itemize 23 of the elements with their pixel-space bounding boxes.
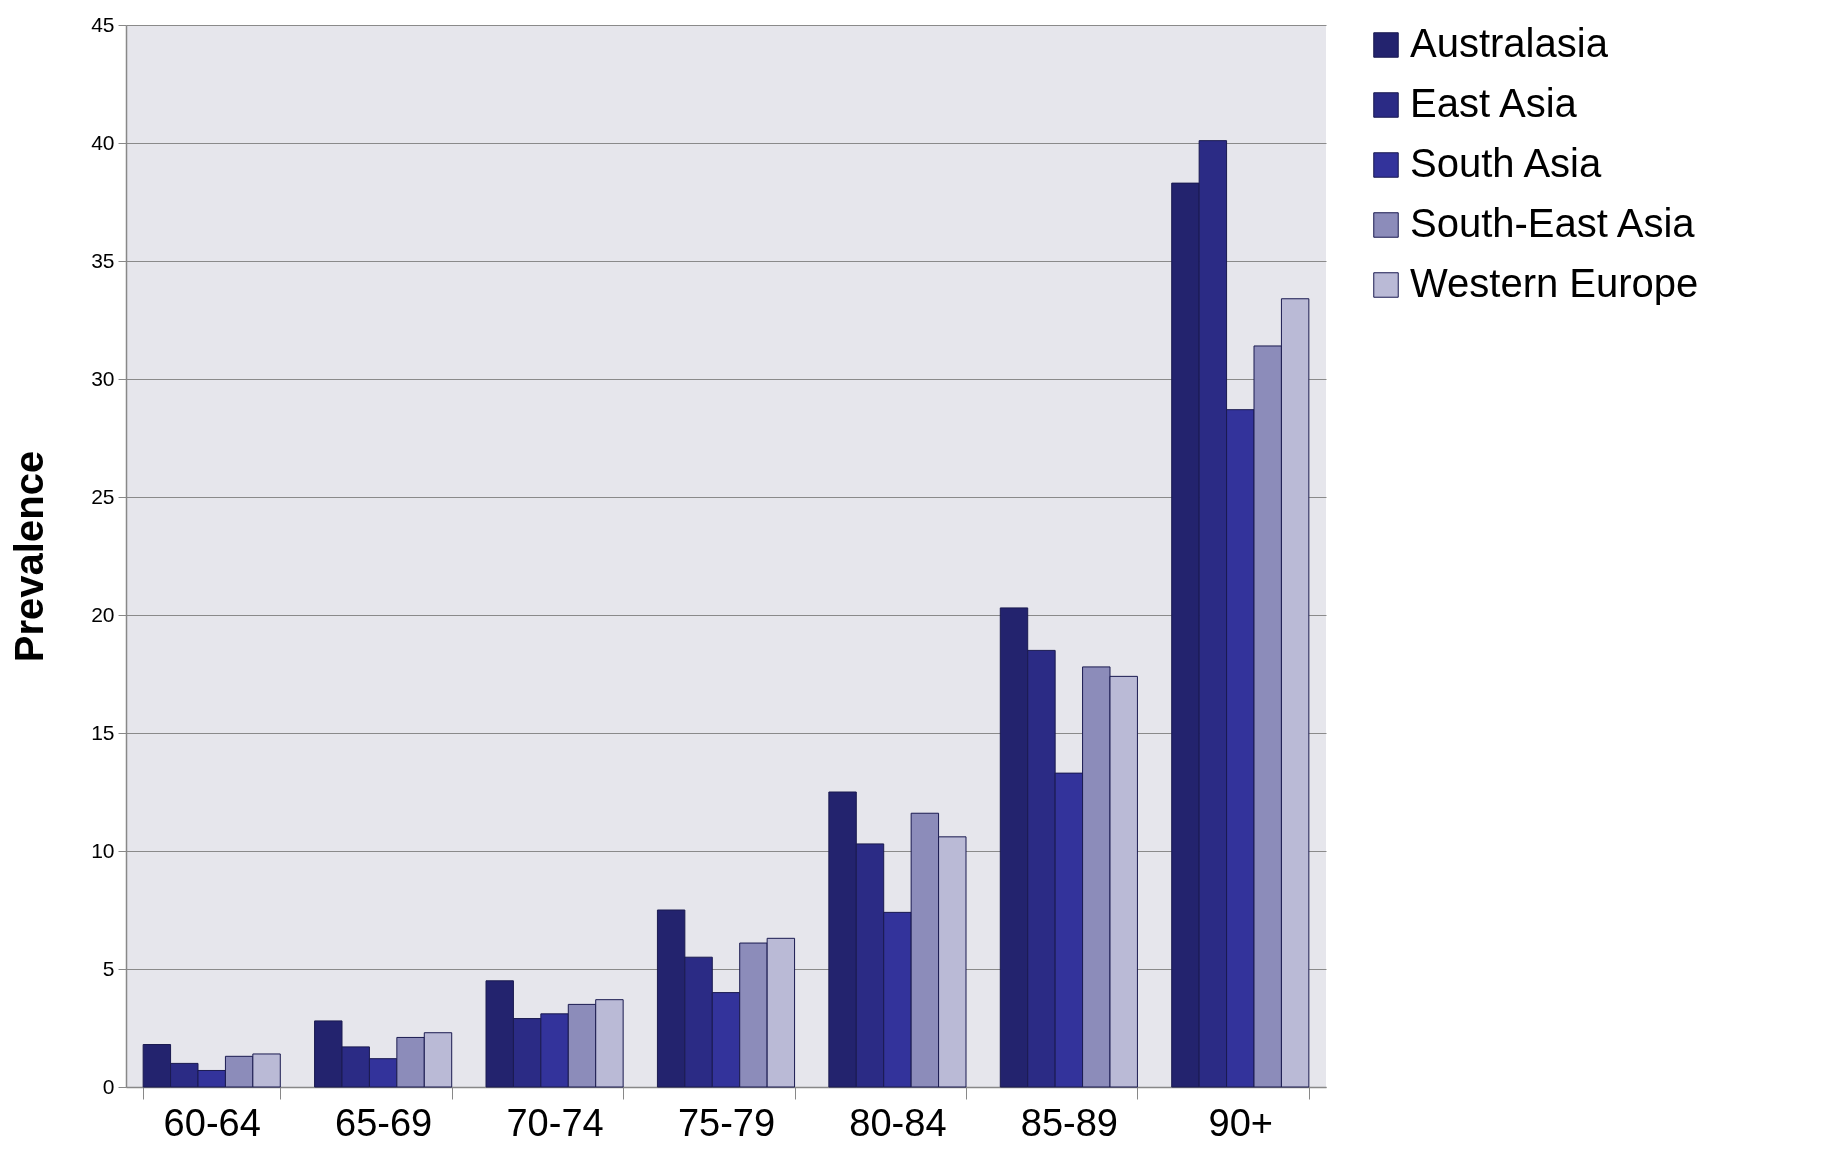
- y-tick-label: 35: [91, 248, 115, 272]
- y-tick-label: 15: [91, 720, 115, 744]
- x-tick-label: 85-89: [1020, 1101, 1118, 1144]
- legend-label: Western Europe: [1410, 261, 1699, 305]
- y-tick-label: 10: [91, 838, 115, 862]
- y-tick-label: 5: [102, 956, 115, 980]
- x-tick-label: 65-69: [335, 1101, 433, 1144]
- legend-label: Australasia: [1410, 21, 1609, 65]
- y-tick-label: 45: [91, 12, 115, 36]
- legend-label: East Asia: [1410, 81, 1578, 125]
- y-tick-label: 25: [91, 484, 115, 508]
- y-tick-label: 20: [91, 602, 115, 626]
- x-tick-label: 80-84: [849, 1101, 947, 1144]
- x-tick-label: 60-64: [163, 1101, 261, 1144]
- x-tick-label: 75-79: [677, 1101, 776, 1144]
- y-tick-label: 40: [91, 130, 115, 154]
- y-tick-label: 0: [102, 1074, 115, 1098]
- y-tick-label: 30: [91, 366, 115, 390]
- legend-label: South Asia: [1410, 141, 1602, 185]
- x-tick-label: 90+: [1208, 1101, 1274, 1144]
- y-axis-title: Prevalence: [7, 450, 52, 663]
- legend-label: South-East Asia: [1410, 201, 1696, 245]
- x-tick-label: 70-74: [506, 1101, 604, 1144]
